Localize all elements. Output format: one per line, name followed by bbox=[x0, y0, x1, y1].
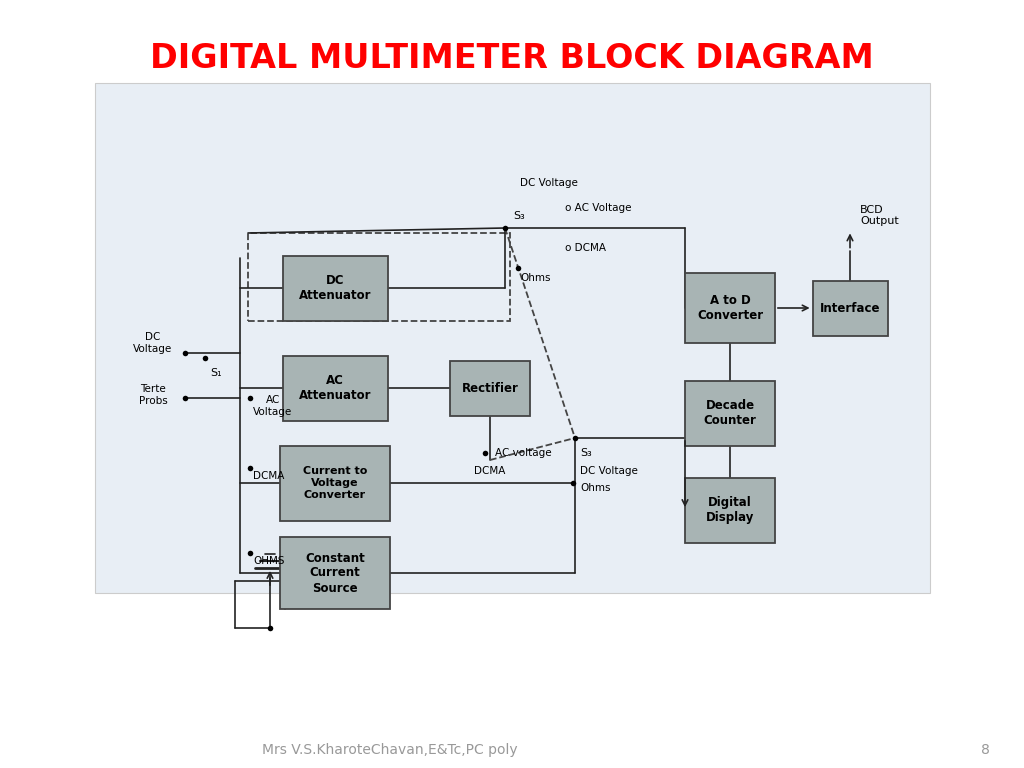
Text: Rectifier: Rectifier bbox=[462, 382, 518, 395]
Text: AC voltage: AC voltage bbox=[495, 448, 552, 458]
Text: Terte
Probs: Terte Probs bbox=[138, 384, 167, 406]
Bar bbox=[450, 360, 530, 415]
Text: DCMA: DCMA bbox=[253, 471, 285, 481]
Text: o DCMA: o DCMA bbox=[565, 243, 606, 253]
Text: Decade
Counter: Decade Counter bbox=[703, 399, 757, 427]
Text: S₃: S₃ bbox=[580, 448, 592, 458]
Bar bbox=[280, 445, 390, 521]
Text: AC
Voltage: AC Voltage bbox=[253, 396, 292, 417]
Text: Ohms: Ohms bbox=[520, 273, 551, 283]
Text: Mrs V.S.KharoteChavan,E&Tc,PC poly: Mrs V.S.KharoteChavan,E&Tc,PC poly bbox=[262, 743, 518, 757]
Text: S₃: S₃ bbox=[513, 211, 524, 221]
Text: AC
Attenuator: AC Attenuator bbox=[299, 374, 372, 402]
Text: Ohms: Ohms bbox=[580, 483, 610, 493]
Bar bbox=[812, 280, 888, 336]
Text: DC
Voltage: DC Voltage bbox=[133, 333, 173, 354]
Bar bbox=[283, 356, 387, 421]
Bar bbox=[685, 380, 775, 445]
Text: DC Voltage: DC Voltage bbox=[580, 466, 638, 476]
Text: DC Voltage: DC Voltage bbox=[520, 178, 578, 188]
Bar bbox=[280, 537, 390, 609]
Text: DCMA: DCMA bbox=[474, 466, 506, 476]
Text: OHMS: OHMS bbox=[253, 556, 285, 566]
Text: Interface: Interface bbox=[820, 302, 881, 315]
Text: o AC Voltage: o AC Voltage bbox=[565, 203, 632, 213]
Text: BCD
Output: BCD Output bbox=[860, 205, 899, 227]
Text: Current to
Voltage
Converter: Current to Voltage Converter bbox=[303, 466, 368, 500]
FancyBboxPatch shape bbox=[95, 83, 930, 593]
Bar bbox=[685, 478, 775, 542]
Bar bbox=[685, 273, 775, 343]
Bar bbox=[283, 256, 387, 320]
Text: Digital
Display: Digital Display bbox=[706, 496, 755, 524]
Text: DIGITAL MULTIMETER BLOCK DIAGRAM: DIGITAL MULTIMETER BLOCK DIAGRAM bbox=[151, 41, 873, 74]
Text: S₁: S₁ bbox=[210, 368, 221, 378]
Text: A to D
Converter: A to D Converter bbox=[697, 294, 763, 322]
Text: DC
Attenuator: DC Attenuator bbox=[299, 274, 372, 302]
Bar bbox=[248, 233, 510, 321]
Text: 8: 8 bbox=[981, 743, 990, 757]
Text: Constant
Current
Source: Constant Current Source bbox=[305, 551, 365, 594]
